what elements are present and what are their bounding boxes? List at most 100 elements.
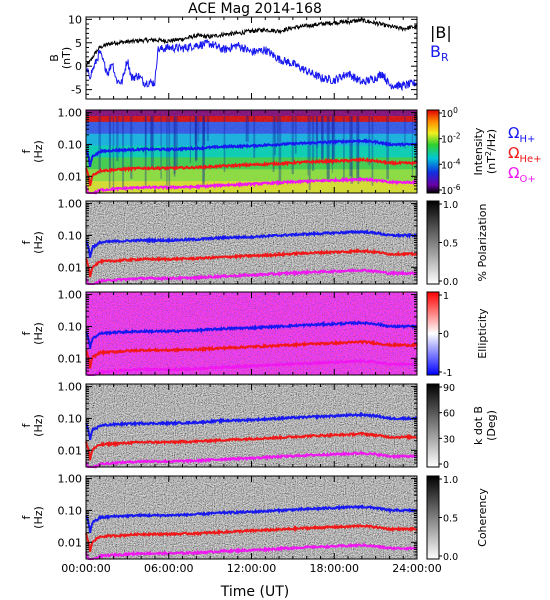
x-tick-label: 06:00:00: [144, 562, 193, 575]
legend-gyrofrequency-heplus: ΩHe+: [508, 144, 542, 165]
spectrogram-streak: [173, 116, 176, 175]
x-axis-label: Time (UT): [220, 584, 289, 600]
colorbar-tick-label: 90: [443, 383, 455, 394]
spectrogram-streak: [343, 116, 345, 181]
gyrofrequency-line-oplus: [85, 357, 418, 376]
spectrogram-streak: [386, 116, 389, 180]
panel-coherency: 1.00 0.10 0.01 f (Hz) 1.0 0.5 0.0 Coherency: [20, 473, 489, 563]
y-tick-label: 0.10: [58, 138, 83, 151]
spectrogram-streak: [150, 116, 154, 170]
spectrogram-streak: [404, 116, 406, 149]
colorbar-label: Intensity: [472, 127, 485, 175]
colorbar-label: k dot B: [472, 406, 485, 445]
legend-gyrofrequency-hplus: ΩH+: [508, 124, 535, 145]
spectrogram-streak: [130, 116, 133, 179]
colorbar-tick-label: 10-4: [441, 157, 461, 171]
y-tick-label: 0.10: [58, 229, 83, 242]
colorbar-tick-label: 0.0: [443, 277, 458, 288]
y-tick-label: 0: [75, 60, 82, 73]
y-axis-label: f: [20, 422, 33, 427]
y-tick-label: 1.00: [58, 473, 83, 486]
y-tick-label: 5: [75, 37, 82, 50]
spectrogram-streak: [411, 116, 413, 179]
spectrogram-streak: [357, 116, 360, 184]
y-tick-label: 1.00: [58, 381, 83, 394]
y-tick-label: 0.01: [58, 536, 83, 549]
chart-title: ACE Mag 2014-168: [188, 1, 322, 17]
spectrogram-streak: [321, 116, 324, 160]
series-line-b-radial: [85, 38, 418, 92]
y-axis-unit: (nT): [60, 47, 73, 69]
colorbar-coherency: [426, 475, 440, 560]
spectrogram-streak: [294, 116, 297, 154]
y-axis-label: f: [20, 239, 33, 244]
spectrogram-streak: [150, 116, 154, 150]
spectrogram-streak: [356, 116, 359, 180]
spectrogram-streak: [274, 116, 276, 156]
y-tick-label: 0.10: [58, 320, 83, 333]
legend-b-radial: BR: [430, 42, 449, 64]
y-axis-unit: (Hz): [32, 506, 45, 529]
colorbar-tick-label: 1.0: [443, 200, 458, 211]
gyrofrequency-line-heplus: [85, 157, 418, 186]
spectrogram-streak: [202, 116, 205, 187]
colorbar-tick-label: 100: [441, 106, 458, 120]
spectrogram-streak: [328, 116, 330, 182]
spectrogram-streak: [316, 116, 319, 148]
x-tick-label: 24:00:00: [392, 562, 441, 575]
spectrogram-streak: [246, 116, 249, 142]
gyrofrequency-line-oplus: [85, 542, 418, 561]
spectrogram-streak: [109, 116, 111, 172]
colorbar-tick-label: 0: [443, 330, 449, 341]
y-tick-label: 0.01: [58, 352, 83, 365]
y-tick-label: 1.00: [58, 107, 83, 120]
spectrogram-streak: [276, 116, 279, 147]
gyrofrequency-line-hplus: [85, 137, 418, 168]
colorbar-tick-label: 1: [443, 291, 449, 302]
spectrogram-streak: [332, 116, 336, 163]
colorbar-label: Coherency: [476, 488, 489, 547]
spectrogram-streak: [160, 116, 162, 179]
spectrogram-streak: [308, 116, 311, 191]
spectrogram-streak: [112, 116, 115, 188]
colorbar-unit: (Deg): [485, 410, 498, 441]
spectrogram-streak: [189, 116, 191, 163]
panel-ellipticity: 1.00 0.10 0.01 f (Hz) 1 0 -1 Ellipticity: [20, 289, 489, 379]
gyrofrequency-line-heplus: [85, 247, 418, 278]
y-tick-label: 0.10: [58, 412, 83, 425]
panel-polarization: 1.00 0.10 0.01 f (Hz) 1.0 0.5 0.0 % Polarization: [20, 198, 489, 288]
spectrogram-streak: [315, 116, 318, 163]
gyrofrequency-line-hplus: [85, 504, 418, 533]
colorbar-tick-label: 60: [443, 409, 455, 420]
colorbar-k_dot_b: [426, 383, 440, 468]
gyrofrequency-line-hplus: [85, 320, 418, 349]
y-axis-label: f: [20, 148, 33, 153]
gyrofrequency-line-oplus: [85, 450, 418, 469]
y-tick-label: 10: [68, 13, 82, 26]
spectrogram-streak: [144, 116, 147, 186]
colorbar-tick-label: 0.0: [443, 552, 458, 563]
colorbar-tick-label: 0.5: [443, 514, 458, 525]
colorbar-polarization: [426, 200, 440, 285]
gyrofrequency-line-hplus: [85, 411, 418, 440]
spectrogram-streak: [175, 116, 178, 168]
gyrofrequency-line-heplus: [85, 523, 418, 553]
colorbar-intensity: [426, 109, 440, 194]
spectrogram-streak: [245, 116, 248, 142]
colorbar-tick-label: -1: [443, 368, 452, 379]
colorbar-label: Ellipticity: [476, 308, 489, 359]
spectrogram-streak: [198, 116, 200, 142]
y-tick-label: 1.00: [58, 289, 83, 302]
b-field-panel: 10 5 0 -5 B (nT) |B|BR: [48, 13, 452, 100]
spectrogram-streak: [206, 116, 209, 141]
spectrogram-streak: [331, 116, 335, 165]
colorbar-tick-label: 0.5: [443, 239, 458, 250]
spectrogram-streak: [194, 116, 198, 160]
x-tick-label: 12:00:00: [227, 562, 276, 575]
colorbar-tick-label: 30: [443, 434, 455, 445]
spectrogram-streak: [331, 116, 333, 174]
spectrogram-streak: [349, 116, 352, 177]
y-tick-label: 0.01: [58, 170, 83, 183]
spectrogram-streak: [144, 116, 147, 156]
